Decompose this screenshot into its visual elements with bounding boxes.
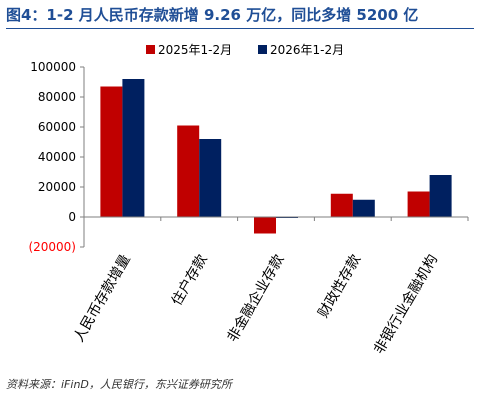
chart-title: 图4：1-2 月人民币存款新增 9.26 万亿，同比多增 5200 亿 [6, 6, 419, 24]
bar-s1-c1 [199, 139, 222, 217]
y-axis: (20000) 0 20000 40000 60000 80000 100000 [28, 60, 85, 254]
y-tick-label-0: (20000) [28, 240, 76, 254]
x-category-label-2: 非金融企业存款 [224, 252, 288, 345]
bar-s0-c2 [254, 217, 276, 234]
legend-swatch-0 [146, 45, 155, 54]
title-rule [6, 28, 474, 29]
bar-s1-c0 [122, 79, 145, 217]
x-category-label-3: 财政性存款 [315, 252, 364, 321]
bar-s0-c1 [177, 125, 200, 217]
bar-s0-c4 [407, 191, 430, 217]
x-category-label-0: 人民币存款增量 [71, 252, 134, 345]
bar-s0-c0 [100, 86, 123, 217]
bar-s0-c3 [330, 193, 353, 217]
legend: 2025年1-2月 2026年1-2月 [146, 43, 344, 57]
bar-s1-c4 [429, 175, 452, 217]
y-tick-label-4: 60000 [38, 120, 76, 134]
x-axis: 人民币存款增量 住户存款 非金融企业存款 财政性存款 非银行业金融机构 [71, 216, 469, 357]
y-tick-label-6: 100000 [30, 60, 76, 74]
legend-swatch-1 [258, 45, 267, 54]
source-note: 资料来源：iFinD，人民银行，东兴证券研究所 [6, 378, 232, 391]
y-tick-label-3: 40000 [38, 150, 76, 164]
legend-label-1: 2026年1-2月 [270, 43, 344, 57]
y-tick-label-1: 0 [68, 210, 76, 224]
y-tick-label-5: 80000 [38, 90, 76, 104]
bars [100, 79, 452, 234]
x-category-label-1: 住户存款 [168, 252, 211, 309]
y-tick-label-2: 20000 [38, 180, 76, 194]
bar-s1-c3 [352, 199, 375, 217]
x-category-label-4: 非银行业金融机构 [371, 252, 441, 357]
legend-label-0: 2025年1-2月 [158, 43, 232, 57]
